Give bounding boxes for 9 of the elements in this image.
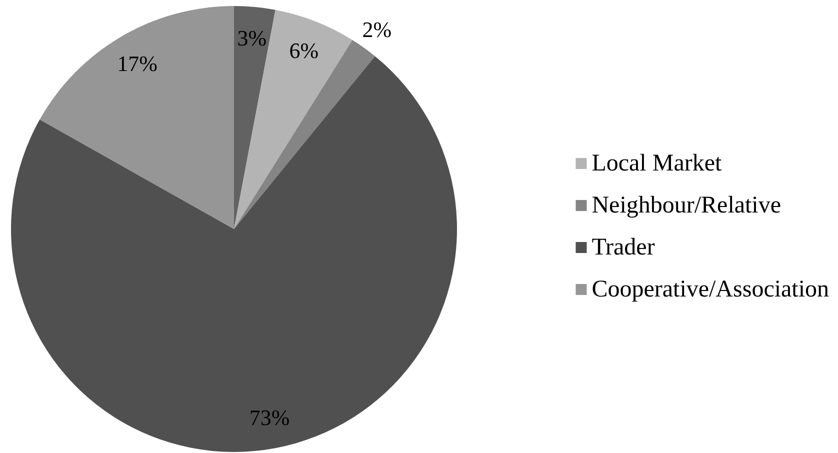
data-label: 2%: [362, 17, 392, 42]
data-label: 6%: [289, 38, 319, 63]
data-label: 73%: [249, 404, 290, 430]
legend-label: Local Market: [592, 150, 722, 176]
legend-label: Cooperative/Association: [592, 276, 829, 302]
data-label: 17%: [117, 50, 158, 76]
legend-label: Trader: [592, 234, 655, 260]
legend-label: Neighbour/Relative: [592, 192, 781, 218]
data-label: 3%: [237, 26, 267, 51]
